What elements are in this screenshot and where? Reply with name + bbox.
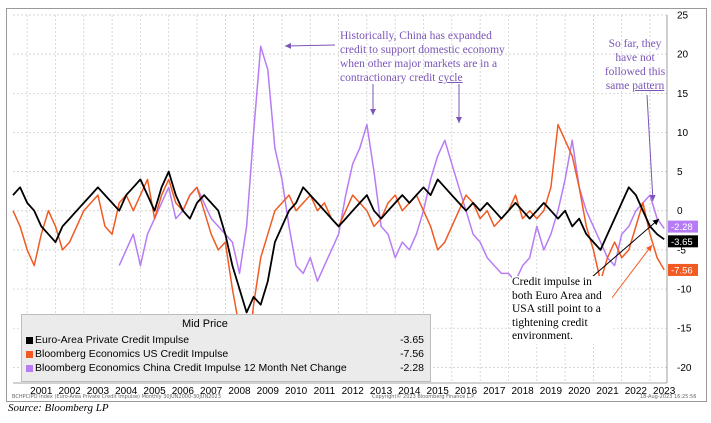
legend-label-china: Bloomberg Economics China Credit Impulse… — [35, 362, 347, 374]
end-value-label-us: -7.56 — [671, 265, 693, 276]
legend-value-us: -7.56 — [400, 348, 424, 360]
x-tick-label: 2004 — [115, 386, 138, 397]
arrow-china-2009 — [284, 42, 336, 49]
y-tick-label: 10 — [677, 128, 689, 139]
annotation-impulse-line-2: both Euro Area and — [512, 289, 602, 302]
x-tick-label: 2003 — [87, 386, 110, 397]
footer-index-info: BCHPCIPO Index (Euro-Area Private Credit… — [12, 394, 221, 400]
annotation-china-line-3: when other major markets are in a — [340, 58, 498, 70]
arrow-us — [604, 244, 653, 308]
annotation-impulse-line-4: tightening credit — [512, 316, 588, 329]
y-tick-label: 5 — [677, 167, 683, 178]
legend-item-us: Bloomberg Economics US Credit Impulse -7… — [26, 348, 424, 361]
line-chart: -20 -15 -10 -5 0 5 10 15 20 25 2001 2002 2003 2004 200… — [12, 11, 698, 397]
annotation-impulse-line-5: environment. — [512, 330, 573, 342]
series-line-china — [118, 45, 665, 282]
x-tick-label: 2018 — [511, 386, 534, 397]
x-tick-label: 2019 — [540, 386, 563, 397]
annotation-sofar-line-1: So far, they — [608, 38, 662, 50]
x-tick-label: 2015 — [427, 386, 450, 397]
annotation-sofar-line-3: followed this — [604, 66, 666, 78]
annotation-china-underline: cycle — [438, 72, 463, 84]
footer-copyright: Copyright© 2023 Bloomberg Finance L.P. — [372, 394, 476, 400]
x-tick-label: 2016 — [455, 386, 478, 397]
y-tick-label: 15 — [677, 89, 689, 100]
x-tick-label: 2022 — [625, 386, 648, 397]
annotation-sofar-line-2: have not — [615, 52, 655, 64]
x-tick-label: 2021 — [596, 386, 619, 397]
legend-label-us: Bloomberg Economics US Credit Impulse — [35, 348, 229, 360]
x-tick-label: 2014 — [398, 386, 421, 397]
legend-swatch-us — [26, 351, 33, 358]
annotation-impulse-line-3: USA still point to a — [512, 303, 601, 315]
x-tick-label: 2023 — [653, 386, 676, 397]
x-tick-label: 2013 — [370, 386, 393, 397]
arrow-euro-area — [591, 218, 660, 278]
x-tick-label: 2017 — [483, 386, 506, 397]
annotation-sofar-line-4: same pattern — [605, 80, 665, 92]
legend-value-euro-area: -3.65 — [400, 334, 424, 346]
y-tick-label: -15 — [677, 324, 692, 335]
x-tick-label: 2005 — [143, 386, 166, 397]
legend-title: Mid Price — [182, 318, 228, 330]
y-tick-label: -5 — [677, 245, 686, 256]
annotation-china-line-2: credit to support domestic economy — [340, 44, 505, 56]
x-tick-label: 2007 — [200, 386, 223, 397]
annotation-china-line-4: contractionary credit cycle — [340, 72, 463, 84]
chart-frame: -20 -15 -10 -5 0 5 10 15 20 25 2001 2002 2003 2004 200… — [6, 8, 707, 402]
legend-swatch-euro-area — [26, 337, 33, 344]
y-tick-label: 20 — [677, 50, 689, 61]
legend-value-china: -2.28 — [400, 362, 424, 374]
x-tick-label: 2020 — [568, 386, 591, 397]
x-tick-label: 2008 — [228, 386, 251, 397]
footer-timestamp: 18-Aug-2023 16:25:56 — [640, 394, 697, 400]
legend-swatch-china — [26, 365, 33, 372]
y-tick-label: -20 — [677, 363, 692, 374]
x-tick-label: 2001 — [30, 386, 53, 397]
arrow-china-2023 — [646, 94, 656, 202]
annotation-sofar-underline: pattern — [632, 80, 665, 92]
end-value-tag-china — [668, 220, 698, 233]
series-line-euro-area — [12, 170, 665, 314]
annotation-credit-impulse: Credit impulse in both Euro Area and USA… — [512, 276, 612, 344]
end-value-tag-us — [668, 263, 698, 276]
x-tick-label: 2009 — [257, 386, 280, 397]
x-tick-label: 2006 — [172, 386, 195, 397]
source-note: Source: Bloomberg LP — [8, 402, 109, 414]
annotation-so-far: So far, they have not followed this same… — [599, 37, 671, 93]
y-tick-label: 0 — [677, 206, 683, 217]
legend-label-euro-area: Euro-Area Private Credit Impulse — [35, 334, 190, 346]
end-value-label-china: -2.28 — [671, 222, 693, 233]
x-tick-label: 2010 — [285, 386, 308, 397]
x-tick-label: 2002 — [58, 386, 81, 397]
annotation-china-line-1: Historically, China has expanded — [340, 30, 492, 42]
x-tick-label: 2012 — [342, 386, 365, 397]
x-tick-label: 2011 — [314, 386, 336, 397]
annotation-china: Historically, China has expanded credit … — [340, 29, 535, 85]
y-tick-label: -10 — [677, 285, 692, 296]
legend-item-china: Bloomberg Economics China Credit Impulse… — [26, 362, 424, 375]
y-tick-label: 25 — [677, 11, 689, 22]
end-value-label-euro-area: -3.65 — [671, 237, 693, 248]
chart-legend: Mid Price Euro-Area Private Credit Impul… — [21, 314, 431, 382]
end-value-tag-euro-area — [668, 235, 698, 248]
legend-item-euro-area: Euro-Area Private Credit Impulse -3.65 — [26, 334, 424, 347]
annotation-impulse-line-1: Credit impulse in — [512, 276, 592, 288]
